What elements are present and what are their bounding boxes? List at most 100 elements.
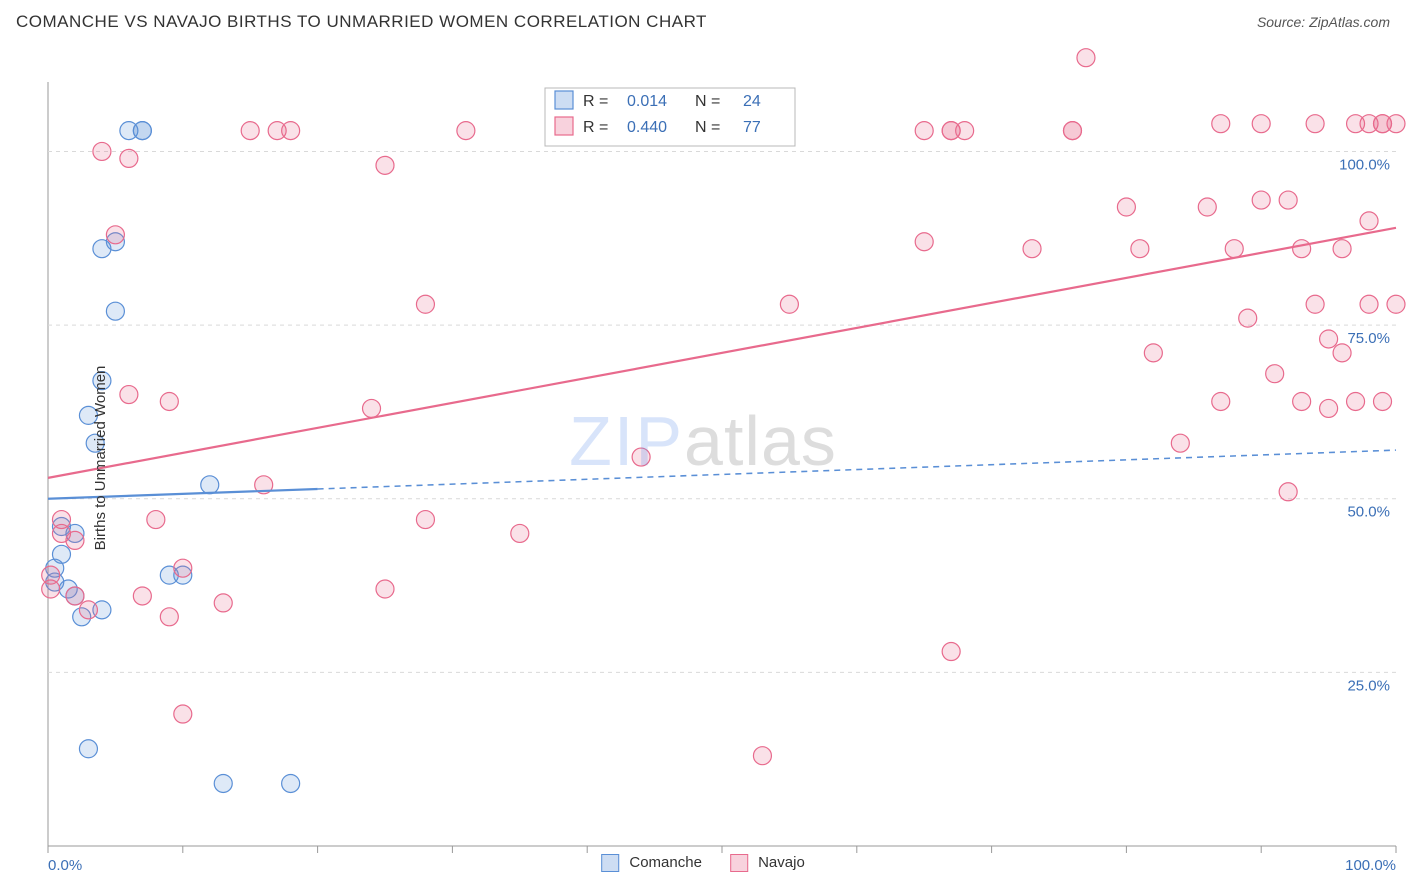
legend-bottom: Comanche Navajo <box>601 854 805 872</box>
legend-swatch-comanche <box>601 854 619 872</box>
legend-label-navajo: Navajo <box>758 854 805 871</box>
data-point <box>52 511 70 529</box>
trend-line-dashed <box>318 450 1396 489</box>
data-point <box>632 448 650 466</box>
data-point <box>416 511 434 529</box>
data-point <box>457 122 475 140</box>
svg-text:25.0%: 25.0% <box>1347 677 1390 694</box>
svg-text:50.0%: 50.0% <box>1347 504 1390 521</box>
svg-text:100.0%: 100.0% <box>1345 857 1396 874</box>
legend-item-comanche: Comanche <box>601 854 702 872</box>
data-point <box>1387 295 1405 313</box>
data-point <box>1374 392 1392 410</box>
data-point <box>511 524 529 542</box>
data-point <box>1063 122 1081 140</box>
svg-text:0.014: 0.014 <box>627 93 667 110</box>
data-point <box>1131 240 1149 258</box>
svg-text:0.0%: 0.0% <box>48 857 82 874</box>
data-point <box>1333 240 1351 258</box>
legend-swatch-navajo <box>730 854 748 872</box>
data-point <box>52 545 70 563</box>
chart-area: Births to Unmarried Women 25.0% 50.0% 75.0… <box>0 38 1406 878</box>
data-point <box>1320 399 1338 417</box>
legend-label-comanche: Comanche <box>629 854 702 871</box>
data-point <box>174 559 192 577</box>
data-point <box>942 643 960 661</box>
data-point <box>93 142 111 160</box>
svg-text:R =: R = <box>583 93 608 110</box>
data-point <box>1023 240 1041 258</box>
data-point <box>1225 240 1243 258</box>
svg-text:24: 24 <box>743 93 761 110</box>
data-point <box>106 302 124 320</box>
data-point <box>106 226 124 244</box>
data-point <box>1171 434 1189 452</box>
data-point <box>1198 198 1216 216</box>
chart-header: COMANCHE VS NAVAJO BIRTHS TO UNMARRIED W… <box>0 0 1406 38</box>
data-point <box>1212 392 1230 410</box>
data-point <box>956 122 974 140</box>
data-point <box>1266 365 1284 383</box>
data-point <box>174 705 192 723</box>
data-point <box>1306 115 1324 133</box>
scatter-plot: 25.0% 50.0% 75.0% 100.0% 0.0% 100.0% R = 0.014 N… <box>0 38 1406 878</box>
data-point <box>1279 483 1297 501</box>
data-point <box>160 392 178 410</box>
svg-text:0.440: 0.440 <box>627 119 667 136</box>
data-point <box>1252 115 1270 133</box>
data-point <box>416 295 434 313</box>
data-point <box>120 386 138 404</box>
data-point <box>66 531 84 549</box>
data-point <box>42 566 60 584</box>
svg-text:77: 77 <box>743 119 761 136</box>
data-point <box>1360 295 1378 313</box>
data-point <box>1306 295 1324 313</box>
data-point <box>214 774 232 792</box>
chart-source: Source: ZipAtlas.com <box>1257 14 1390 30</box>
trend-line <box>48 228 1396 478</box>
svg-text:R =: R = <box>583 119 608 136</box>
data-point <box>1144 344 1162 362</box>
data-point <box>1252 191 1270 209</box>
svg-text:N =: N = <box>695 93 720 110</box>
data-point <box>133 587 151 605</box>
data-point <box>1333 344 1351 362</box>
data-point <box>79 740 97 758</box>
data-point <box>120 149 138 167</box>
data-point <box>201 476 219 494</box>
data-point <box>1077 49 1095 67</box>
data-point <box>1293 240 1311 258</box>
data-point <box>133 122 151 140</box>
data-point <box>915 122 933 140</box>
data-point <box>282 774 300 792</box>
data-point <box>282 122 300 140</box>
data-point <box>1347 392 1365 410</box>
data-point <box>147 511 165 529</box>
trend-line <box>48 489 318 499</box>
data-point <box>1293 392 1311 410</box>
data-point <box>160 608 178 626</box>
data-point <box>1117 198 1135 216</box>
data-point <box>1360 212 1378 230</box>
data-point <box>241 122 259 140</box>
data-point <box>376 156 394 174</box>
svg-text:100.0%: 100.0% <box>1339 156 1390 173</box>
data-point <box>1320 330 1338 348</box>
svg-text:75.0%: 75.0% <box>1347 330 1390 347</box>
data-point <box>753 747 771 765</box>
data-point <box>1279 191 1297 209</box>
data-point <box>1212 115 1230 133</box>
svg-text:N =: N = <box>695 119 720 136</box>
legend-item-navajo: Navajo <box>730 854 805 872</box>
data-point <box>1387 115 1405 133</box>
data-point <box>66 587 84 605</box>
y-axis-label: Births to Unmarried Women <box>92 366 109 551</box>
data-point <box>214 594 232 612</box>
data-point <box>79 601 97 619</box>
data-point <box>376 580 394 598</box>
data-point <box>363 399 381 417</box>
data-point <box>780 295 798 313</box>
chart-title: COMANCHE VS NAVAJO BIRTHS TO UNMARRIED W… <box>16 12 707 32</box>
data-point <box>915 233 933 251</box>
data-point <box>1239 309 1257 327</box>
